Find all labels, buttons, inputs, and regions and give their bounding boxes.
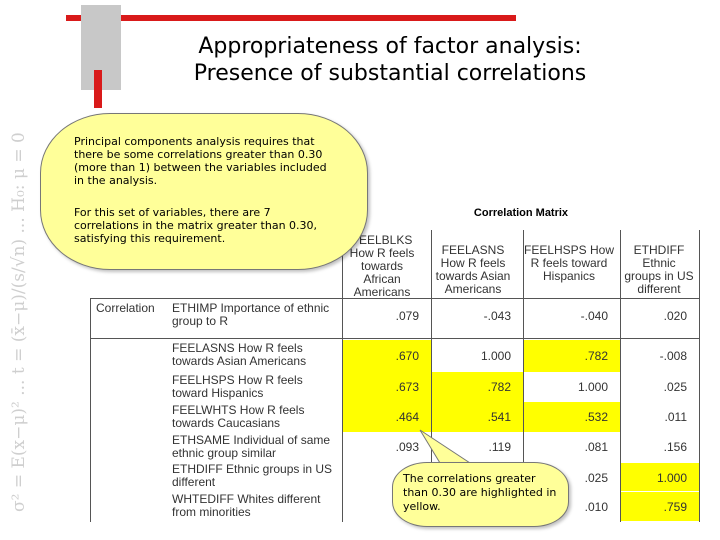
row-label: FEELWHTS How R feels towards Caucasians [172, 403, 305, 430]
matrix-cell: -.043 [483, 309, 511, 323]
callout-paragraph: Principal components analysis requires t… [74, 135, 327, 187]
callout-paragraph: For this set of variables, there are 7 c… [74, 206, 318, 245]
matrix-cell: .011 [664, 410, 687, 424]
column-header: FEELHSPS How R feels toward Hispanics [523, 243, 615, 283]
matrix-cell: .020 [663, 309, 687, 323]
matrix-cell: .025 [663, 380, 687, 394]
column-header: ETHDIFF Ethnic groups in US different [624, 243, 694, 296]
row-label: ETHDIFF Ethnic groups in US different [172, 462, 333, 489]
highlight-callout: The correlations greater than 0.30 are h… [392, 462, 569, 527]
row-label: FEELASNS How R feels towards Asian Ameri… [172, 341, 307, 368]
matrix-cell: .081 [584, 440, 608, 454]
matrix-cell-highlighted: .532 [524, 402, 620, 432]
matrix-cell: -.040 [580, 309, 608, 323]
slide-title: Appropriateness of factor analysis: Pres… [120, 33, 660, 87]
decorative-red-stripe [94, 70, 102, 108]
matrix-cell: .156 [663, 440, 687, 454]
matrix-cell-highlighted: .673 [343, 372, 431, 402]
matrix-cell: 1.000 [480, 349, 511, 363]
row-label: FEELHSPS How R feels toward Hispanics [172, 373, 303, 400]
matrix-cell-highlighted: .670 [343, 340, 431, 372]
row-section-label: Correlation [96, 301, 155, 315]
matrix-cell: .079 [395, 309, 419, 323]
matrix-cell-highlighted: .464 [343, 402, 431, 432]
slide-title-line2: Presence of substantial correlations [193, 61, 587, 86]
matrix-cell-highlighted: .782 [432, 372, 523, 402]
column-header: FEELBLKS How R feels towards African Ame… [349, 233, 415, 299]
highlight-callout-text: The correlations greater than 0.30 are h… [403, 472, 557, 513]
matrix-cell-highlighted: .759 [621, 492, 699, 521]
matrix-cell-highlighted: 1.000 [621, 463, 699, 491]
matrix-cell: .093 [395, 440, 419, 454]
explanation-callout: Principal components analysis requires t… [40, 113, 368, 270]
matrix-cell: .010 [584, 500, 608, 514]
matrix-cell: .025 [584, 471, 608, 485]
correlation-matrix-table: FEELBLKS How R feels towards African Ame… [90, 230, 700, 522]
slide-title-line1: Appropriateness of factor analysis: [198, 34, 582, 59]
row-label: WHTEDIFF Whites different from minoritie… [172, 492, 321, 519]
column-header: FEELASNS How R feels towards Asian Ameri… [435, 243, 511, 296]
matrix-title: Correlation Matrix [473, 207, 569, 219]
matrix-cell: 1.000 [577, 380, 608, 394]
matrix-cell: -.008 [659, 349, 687, 363]
row-label: ETHIMP Importance of ethnic group to R [172, 301, 330, 328]
matrix-cell-highlighted: .541 [432, 402, 523, 432]
matrix-cell: .119 [488, 440, 511, 454]
row-label: ETHSAME Individual of same ethnic group … [172, 433, 331, 460]
matrix-cell-highlighted: .782 [524, 340, 620, 372]
title-accent-bar [66, 15, 516, 21]
